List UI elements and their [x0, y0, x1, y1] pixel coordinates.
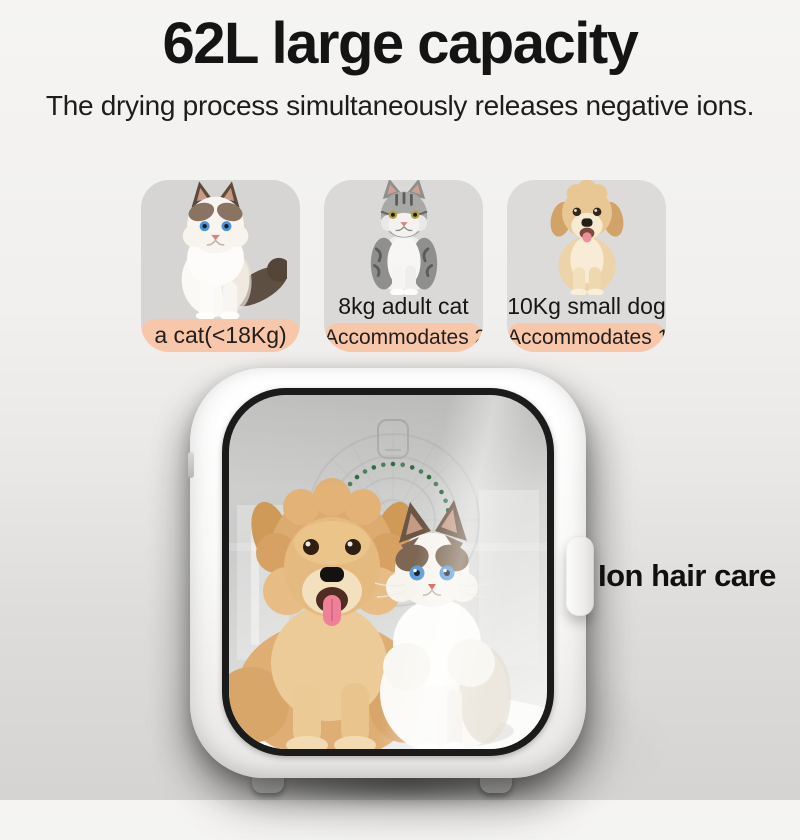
hinge	[188, 452, 194, 478]
capacity-cards: a cat(<18Kg)	[141, 180, 666, 352]
page-subtitle: The drying process simultaneously releas…	[45, 90, 755, 121]
dryer-window	[222, 388, 554, 756]
cat-illustration	[374, 500, 511, 749]
door-latch	[377, 419, 409, 459]
ragdoll-cat-icon	[181, 181, 287, 319]
card-pill: a cat(<18Kg)	[141, 319, 300, 352]
capacity-card-small-dog: 10Kg small dog Accommodates 1	[507, 180, 666, 352]
door-handle	[566, 536, 594, 616]
card-pill: Accommodates 1	[507, 323, 666, 352]
dryer-foot	[480, 774, 512, 793]
tabby-cat-icon	[370, 180, 437, 295]
dryer-interior	[229, 419, 547, 749]
dryer-foot	[252, 774, 284, 793]
golden-puppy-icon	[550, 180, 623, 295]
card-pill: Accommodates 2	[324, 323, 483, 352]
promo-page: 62L large capacity The drying process si…	[45, 11, 776, 840]
page-title: 62L large capacity	[162, 11, 639, 76]
pet-photo	[324, 180, 483, 295]
pet-photo	[507, 180, 666, 295]
pet-dryer-box	[188, 368, 594, 778]
pet-photo	[141, 180, 300, 319]
card-label: 8kg adult cat	[338, 293, 469, 319]
capacity-card-adult-cat: 8kg adult cat Accommodates 2	[324, 180, 483, 352]
card-label: 10Kg small dog	[507, 293, 666, 319]
dryer-glass	[229, 395, 547, 749]
dog-illustration	[229, 478, 445, 749]
ion-hair-care-label: Ion hair care	[598, 558, 776, 593]
capacity-card-cat: a cat(<18Kg)	[141, 180, 300, 352]
